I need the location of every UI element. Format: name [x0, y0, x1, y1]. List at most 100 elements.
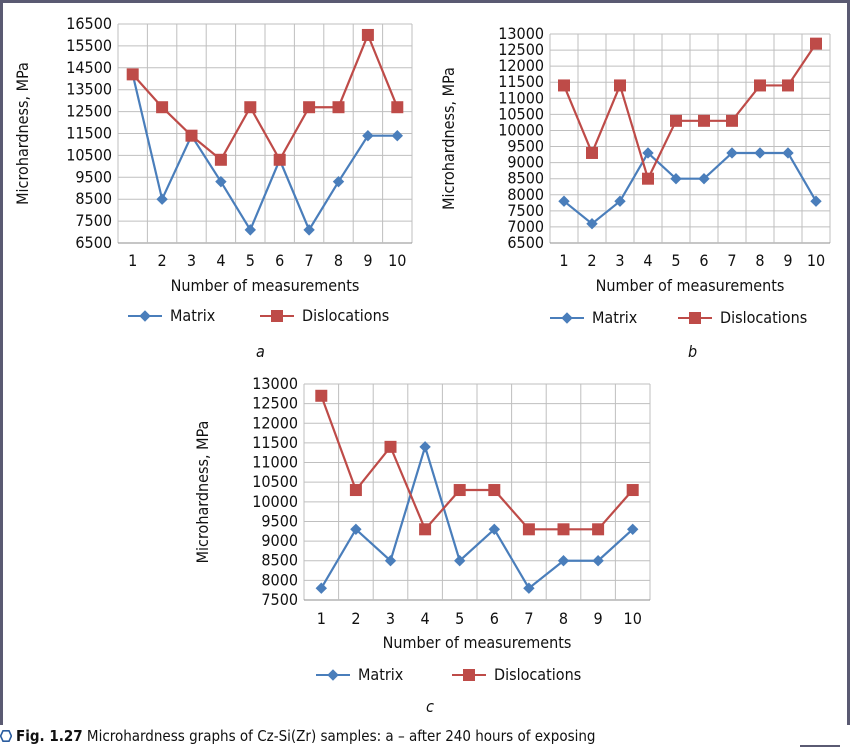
x-tick-label: 9: [783, 251, 792, 270]
data-point-matrix: [614, 195, 626, 207]
y-tick-label: 12000: [252, 413, 298, 432]
y-tick-label: 8500: [75, 189, 112, 208]
y-tick-label: 7000: [507, 217, 544, 236]
legend-label-matrix: Matrix: [592, 308, 638, 327]
data-point-matrix: [332, 175, 345, 188]
data-point-dislocations: [488, 484, 501, 497]
legend-marker-matrix: [139, 310, 151, 322]
x-tick-label: 4: [643, 251, 652, 270]
x-tick-label: 7: [524, 609, 533, 628]
series-line-dislocations: [562, 43, 817, 182]
x-axis-title: Number of measurements: [171, 276, 360, 295]
data-point-matrix: [810, 195, 822, 207]
legend-marker-dislocations: [689, 312, 701, 324]
chart-b: 6500700075008000850090009500100001050011…: [439, 24, 831, 327]
figure-caption-text: Microhardness graphs of Cz-Si(Zr) sample…: [86, 727, 596, 745]
data-point-matrix: [215, 175, 227, 188]
data-point-dislocations: [586, 146, 598, 159]
y-tick-label: 10000: [252, 492, 298, 511]
data-point-dislocations: [522, 523, 535, 536]
y-tick-label: 16500: [66, 14, 112, 33]
legend-marker-dislocations: [463, 669, 475, 681]
figure-number: Fig. 1.27: [16, 727, 83, 745]
y-tick-label: 11000: [498, 88, 544, 107]
data-point-matrix: [592, 555, 604, 567]
data-point-matrix: [698, 172, 710, 185]
chart-a: 6500 7500 8500 9500 10500 11500 12500 13500 1450…: [13, 14, 413, 325]
data-point-matrix: [453, 555, 466, 567]
data-point-dislocations: [349, 484, 362, 497]
data-point-matrix: [303, 224, 315, 236]
x-tick-label: 7: [727, 251, 736, 270]
y-tick-label: 10500: [252, 472, 298, 491]
y-tick-label: 14500: [66, 58, 112, 77]
data-point-matrix: [642, 147, 654, 159]
x-tick-label: 6: [490, 609, 499, 628]
y-tick-label: 10500: [66, 145, 112, 164]
y-tick-label: 15500: [66, 36, 112, 55]
y-tick-label: 7500: [75, 211, 112, 230]
y-tick-label: 8000: [261, 570, 298, 589]
data-point-matrix: [244, 224, 257, 236]
data-point-matrix: [315, 582, 328, 594]
data-point-dislocations: [303, 101, 316, 114]
series-line-matrix: [563, 151, 817, 226]
figure-caption: Fig. 1.27 Microhardness graphs of Cz-Si(…: [0, 727, 850, 745]
y-tick-label: 11500: [66, 124, 112, 143]
y-tick-label: 11000: [252, 453, 298, 472]
data-point-dislocations: [782, 79, 794, 92]
y-tick-label: 12500: [498, 40, 544, 59]
x-tick-label: 3: [187, 251, 196, 270]
y-axis-title: Microhardness, MPa: [193, 421, 212, 564]
x-tick-label: 4: [421, 609, 430, 628]
y-tick-label: 9500: [507, 137, 544, 156]
x-tick-label: 8: [559, 609, 568, 628]
y-tick-label: 8000: [507, 185, 544, 204]
y-tick-label: 9000: [507, 153, 544, 172]
data-point-matrix: [782, 147, 794, 159]
y-tick-label: 6500: [75, 233, 112, 252]
data-point-matrix: [391, 129, 404, 142]
x-tick-label: 5: [455, 609, 464, 628]
y-tick-label: 9500: [75, 167, 112, 186]
chart-c: 7500800085009000950010000105001100011500…: [193, 374, 651, 684]
legend-label-dislocations: Dislocations: [302, 306, 389, 325]
y-tick-label: 12500: [252, 394, 298, 413]
data-point-matrix: [384, 555, 397, 567]
x-tick-label: 2: [587, 251, 596, 270]
data-point-dislocations: [361, 28, 374, 41]
x-tick-label: 10: [388, 251, 406, 270]
data-point-dislocations: [126, 68, 139, 81]
x-tick-label: 8: [334, 251, 343, 270]
data-point-matrix: [726, 147, 738, 159]
x-tick-label: 5: [671, 251, 680, 270]
data-point-dislocations: [315, 389, 328, 402]
data-point-dislocations: [726, 114, 738, 127]
y-tick-label: 6500: [507, 233, 544, 252]
data-point-matrix: [586, 218, 598, 230]
x-tick-label: 1: [559, 251, 568, 270]
data-point-matrix: [362, 129, 374, 142]
data-point-dislocations: [332, 101, 345, 114]
x-tick-label: 3: [386, 609, 395, 628]
legend-label-dislocations: Dislocations: [494, 665, 581, 684]
data-point-dislocations: [642, 172, 654, 185]
x-tick-label: 9: [594, 609, 603, 628]
data-point-dislocations: [214, 153, 227, 166]
x-tick-label: 5: [246, 251, 255, 270]
x-tick-label: 10: [807, 251, 825, 270]
x-tick-label: 7: [305, 251, 314, 270]
y-axis-title: Microhardness, MPa: [13, 62, 32, 205]
x-tick-label: 1: [128, 251, 137, 270]
y-axis-title: Microhardness, MPa: [439, 67, 458, 210]
data-point-dislocations: [614, 79, 626, 92]
y-tick-label: 13000: [498, 24, 544, 43]
y-tick-label: 13000: [252, 374, 298, 393]
chart-c-label: c: [426, 697, 434, 716]
data-point-dislocations: [698, 114, 710, 127]
page-frame-right: [847, 0, 850, 725]
data-point-dislocations: [391, 101, 404, 114]
legend-marker-matrix: [327, 669, 339, 681]
series-line-dislocations: [131, 32, 399, 163]
y-tick-label: 12500: [66, 102, 112, 121]
